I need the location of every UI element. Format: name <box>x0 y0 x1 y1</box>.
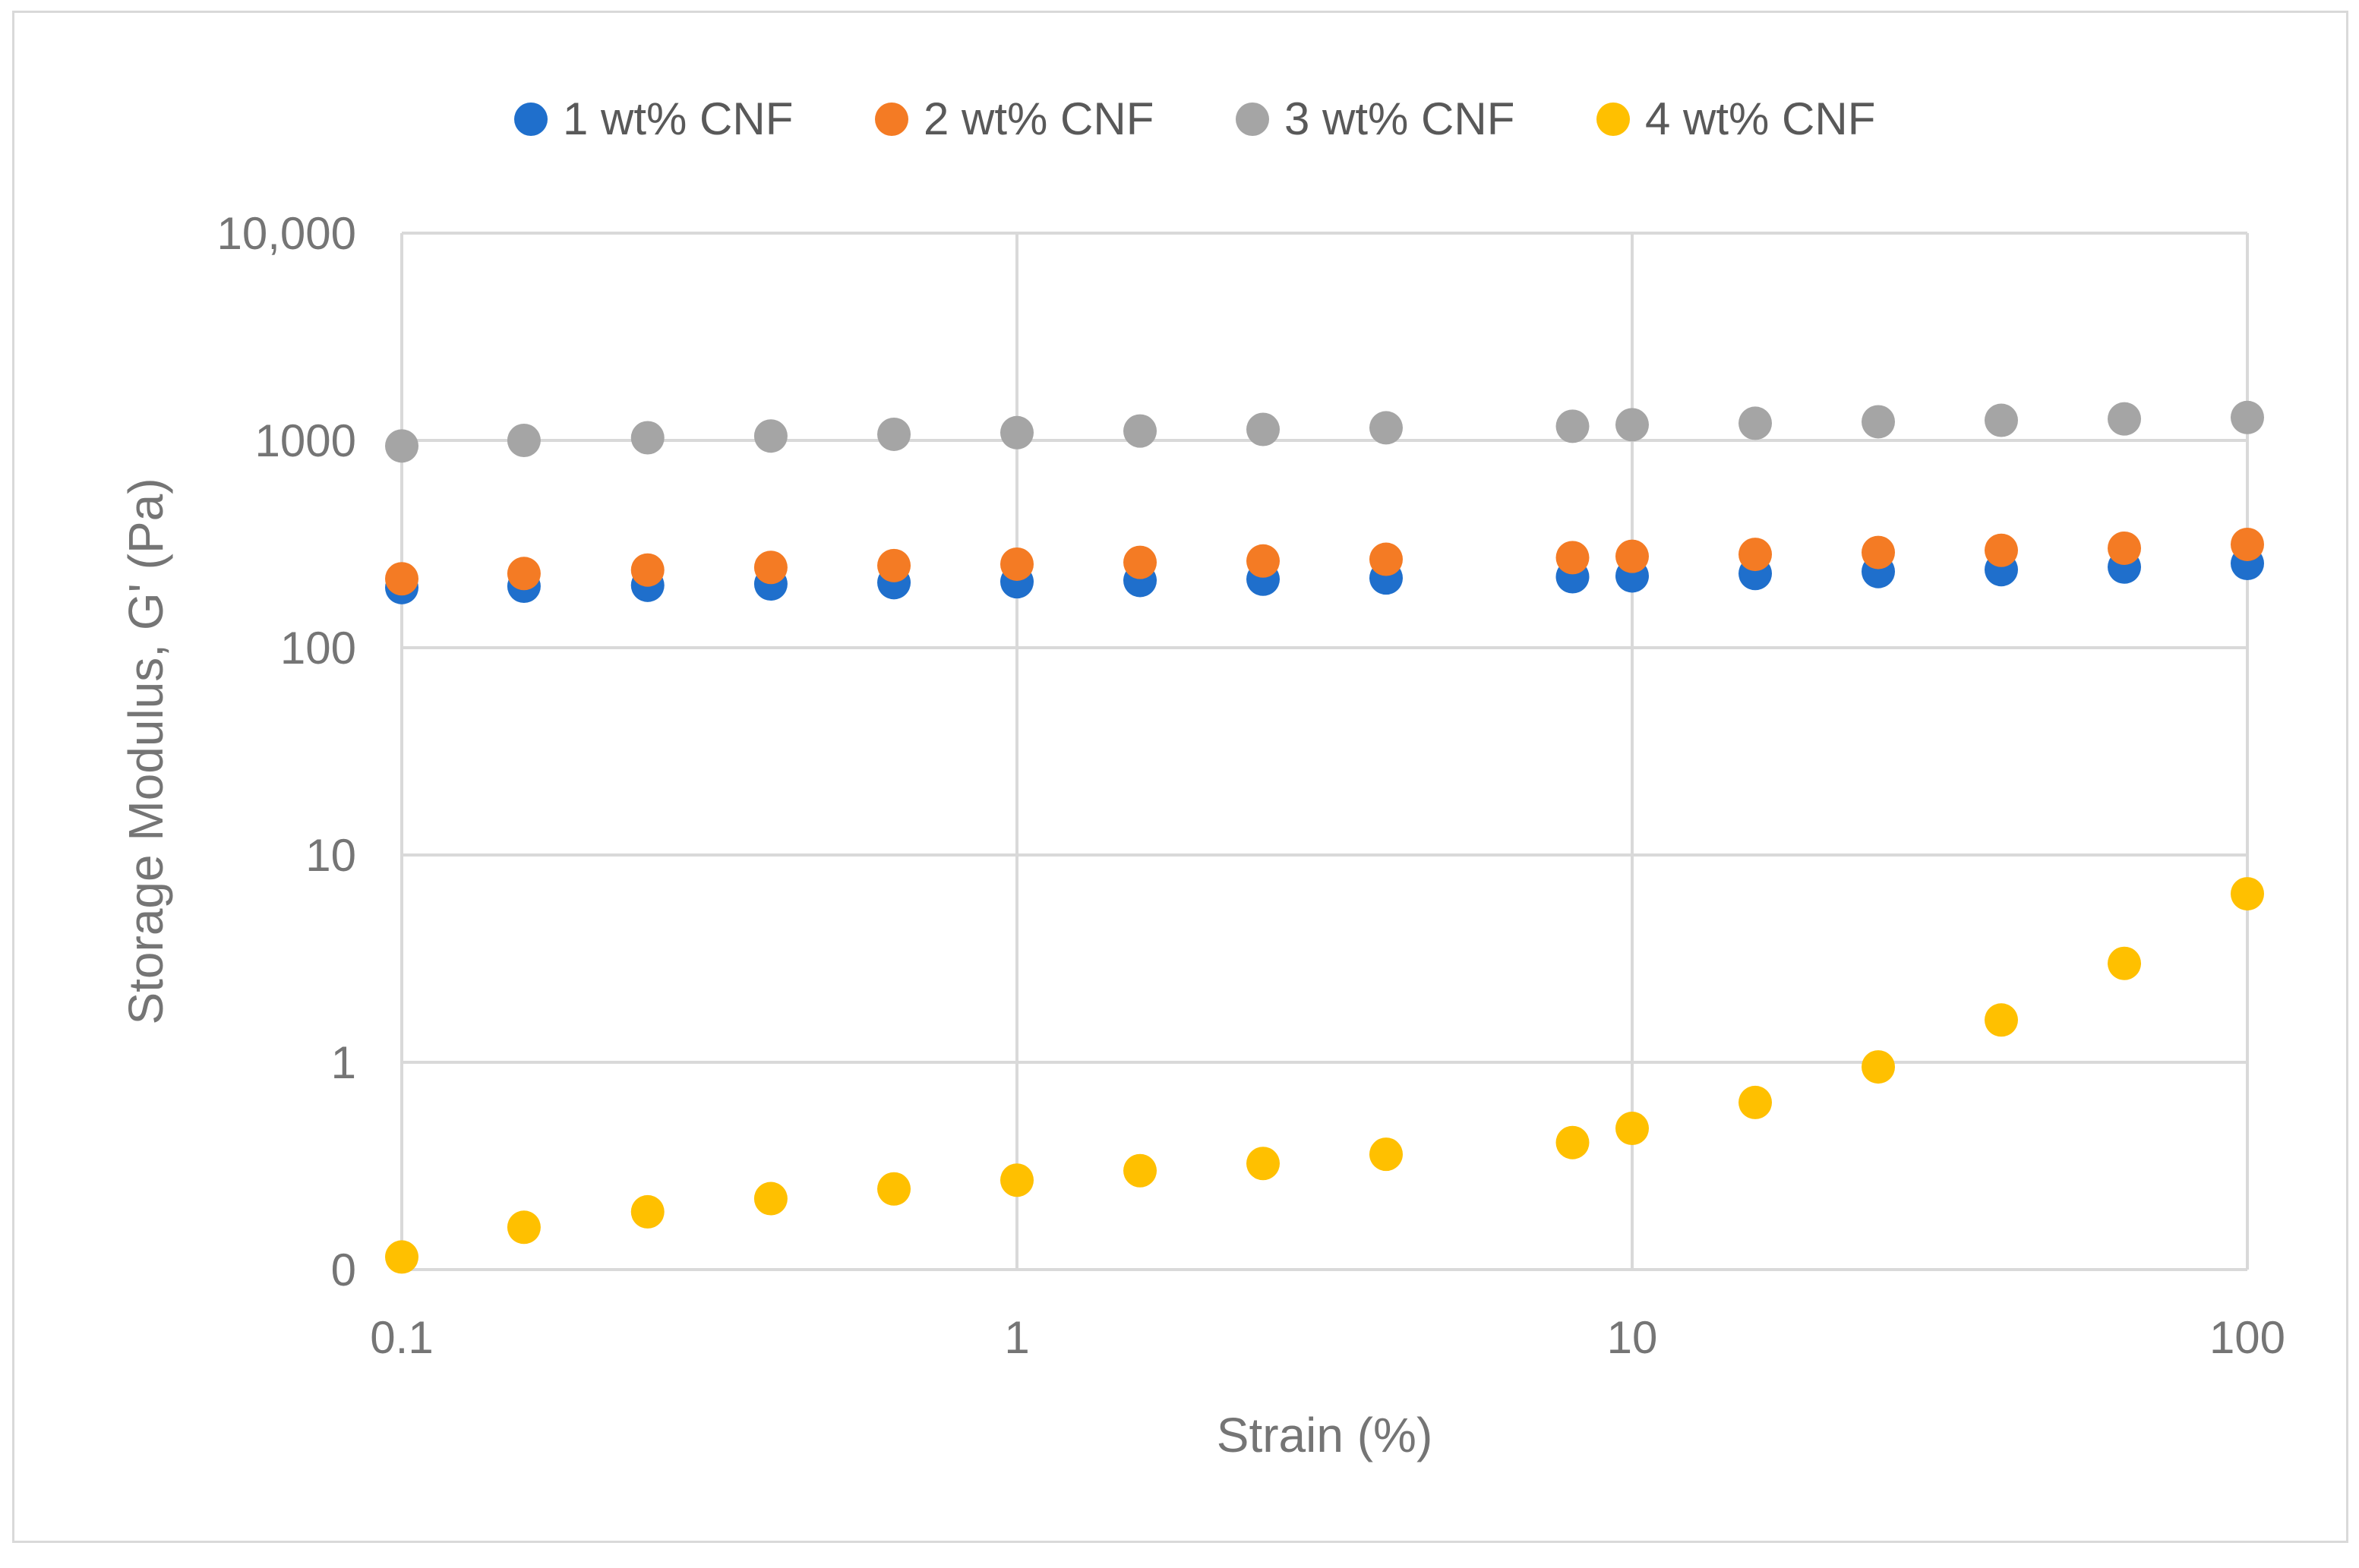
data-point <box>630 421 665 455</box>
y-tick-label: 10 <box>305 830 356 881</box>
y-tick-label: 1 <box>331 1037 356 1088</box>
data-point <box>2231 877 2264 911</box>
data-point <box>385 1240 418 1274</box>
data-point <box>1000 415 1034 450</box>
legend-label: 3 wt% CNF <box>1284 93 1514 144</box>
x-tick-label: 10 <box>1607 1312 1658 1363</box>
x-axis-ticks: 0.1 1 10 100 <box>370 1312 2285 1363</box>
data-point <box>1246 1147 1281 1181</box>
gridlines <box>400 232 2249 1271</box>
data-point <box>1984 1003 2018 1037</box>
y-tick-label: 10,000 <box>216 208 356 259</box>
data-point <box>2231 400 2264 434</box>
data-point <box>630 553 665 587</box>
data-point <box>877 1172 911 1206</box>
data-point <box>1862 535 1896 569</box>
y-tick-label: 100 <box>280 623 356 674</box>
x-axis-title: Strain (%) <box>1217 1408 1433 1462</box>
data-point <box>1738 538 1773 572</box>
legend: 1 wt% CNF 2 wt% CNF 3 wt% CNF 4 wt% CNF <box>514 93 1875 144</box>
data-point <box>1984 403 2018 437</box>
data-point <box>1555 1125 1590 1159</box>
data-point <box>1738 406 1773 440</box>
legend-entry: 4 wt% CNF <box>1596 93 1875 144</box>
data-point <box>1615 408 1649 442</box>
data-point <box>1369 411 1403 445</box>
data-point <box>1738 1085 1773 1119</box>
y-tick-label: 0 <box>331 1245 356 1295</box>
data-point <box>1615 539 1649 573</box>
x-tick-label: 0.1 <box>370 1312 433 1363</box>
data-point <box>630 1194 665 1229</box>
legend-entry: 2 wt% CNF <box>875 93 1154 144</box>
data-point <box>1369 542 1403 576</box>
data-point <box>753 1182 788 1216</box>
data-point <box>2108 946 2142 980</box>
data-point <box>1984 533 2018 567</box>
series-3 <box>385 400 2264 463</box>
x-tick-label: 1 <box>1004 1312 1029 1363</box>
data-point <box>1123 414 1157 448</box>
data-point <box>1862 1050 1896 1084</box>
x-tick-label: 100 <box>2209 1312 2285 1363</box>
data-point <box>507 1210 541 1245</box>
series-4 <box>385 877 2264 1274</box>
y-tick-label: 1000 <box>255 415 356 466</box>
data-point <box>2108 531 2142 565</box>
y-axis-ticks: 0 1 10 100 1000 10,000 <box>216 208 356 1295</box>
series-1 <box>385 547 2264 604</box>
legend-entry: 1 wt% CNF <box>514 93 793 144</box>
data-point <box>1246 544 1281 578</box>
data-point <box>507 557 541 591</box>
data-point <box>1862 405 1896 439</box>
legend-label: 4 wt% CNF <box>1645 93 1875 144</box>
series-2 <box>385 527 2264 596</box>
data-point <box>1246 412 1281 446</box>
data-points <box>385 400 2264 1274</box>
data-point <box>1555 541 1590 575</box>
data-point <box>507 424 541 457</box>
data-point <box>1369 1137 1403 1172</box>
legend-marker <box>1236 103 1269 136</box>
data-point <box>2108 402 2142 436</box>
data-point <box>753 551 788 585</box>
legend-marker <box>1596 103 1630 136</box>
data-point <box>1555 409 1590 443</box>
data-point <box>877 417 911 451</box>
data-point <box>753 419 788 453</box>
legend-marker <box>514 103 548 136</box>
legend-label: 1 wt% CNF <box>563 93 793 144</box>
data-point <box>2231 527 2264 561</box>
legend-marker <box>875 103 908 136</box>
data-point <box>1123 1153 1157 1188</box>
data-point <box>1615 1112 1649 1146</box>
data-point <box>1000 1163 1034 1197</box>
legend-label: 2 wt% CNF <box>924 93 1154 144</box>
y-axis-title: Storage Modulus, G' (Pa) <box>118 478 173 1024</box>
data-point <box>1000 547 1034 581</box>
data-point <box>385 562 418 596</box>
chart-frame: 0.1 1 10 100 0 1 10 100 1000 10,000 1 wt% CNF 2 w… <box>12 11 2348 1543</box>
data-point <box>1123 545 1157 579</box>
storage-modulus-chart: 0.1 1 10 100 0 1 10 100 1000 10,000 1 wt% CNF 2 w… <box>118 93 2285 1462</box>
data-point <box>877 548 911 582</box>
legend-entry: 3 wt% CNF <box>1236 93 1514 144</box>
data-point <box>385 429 418 463</box>
